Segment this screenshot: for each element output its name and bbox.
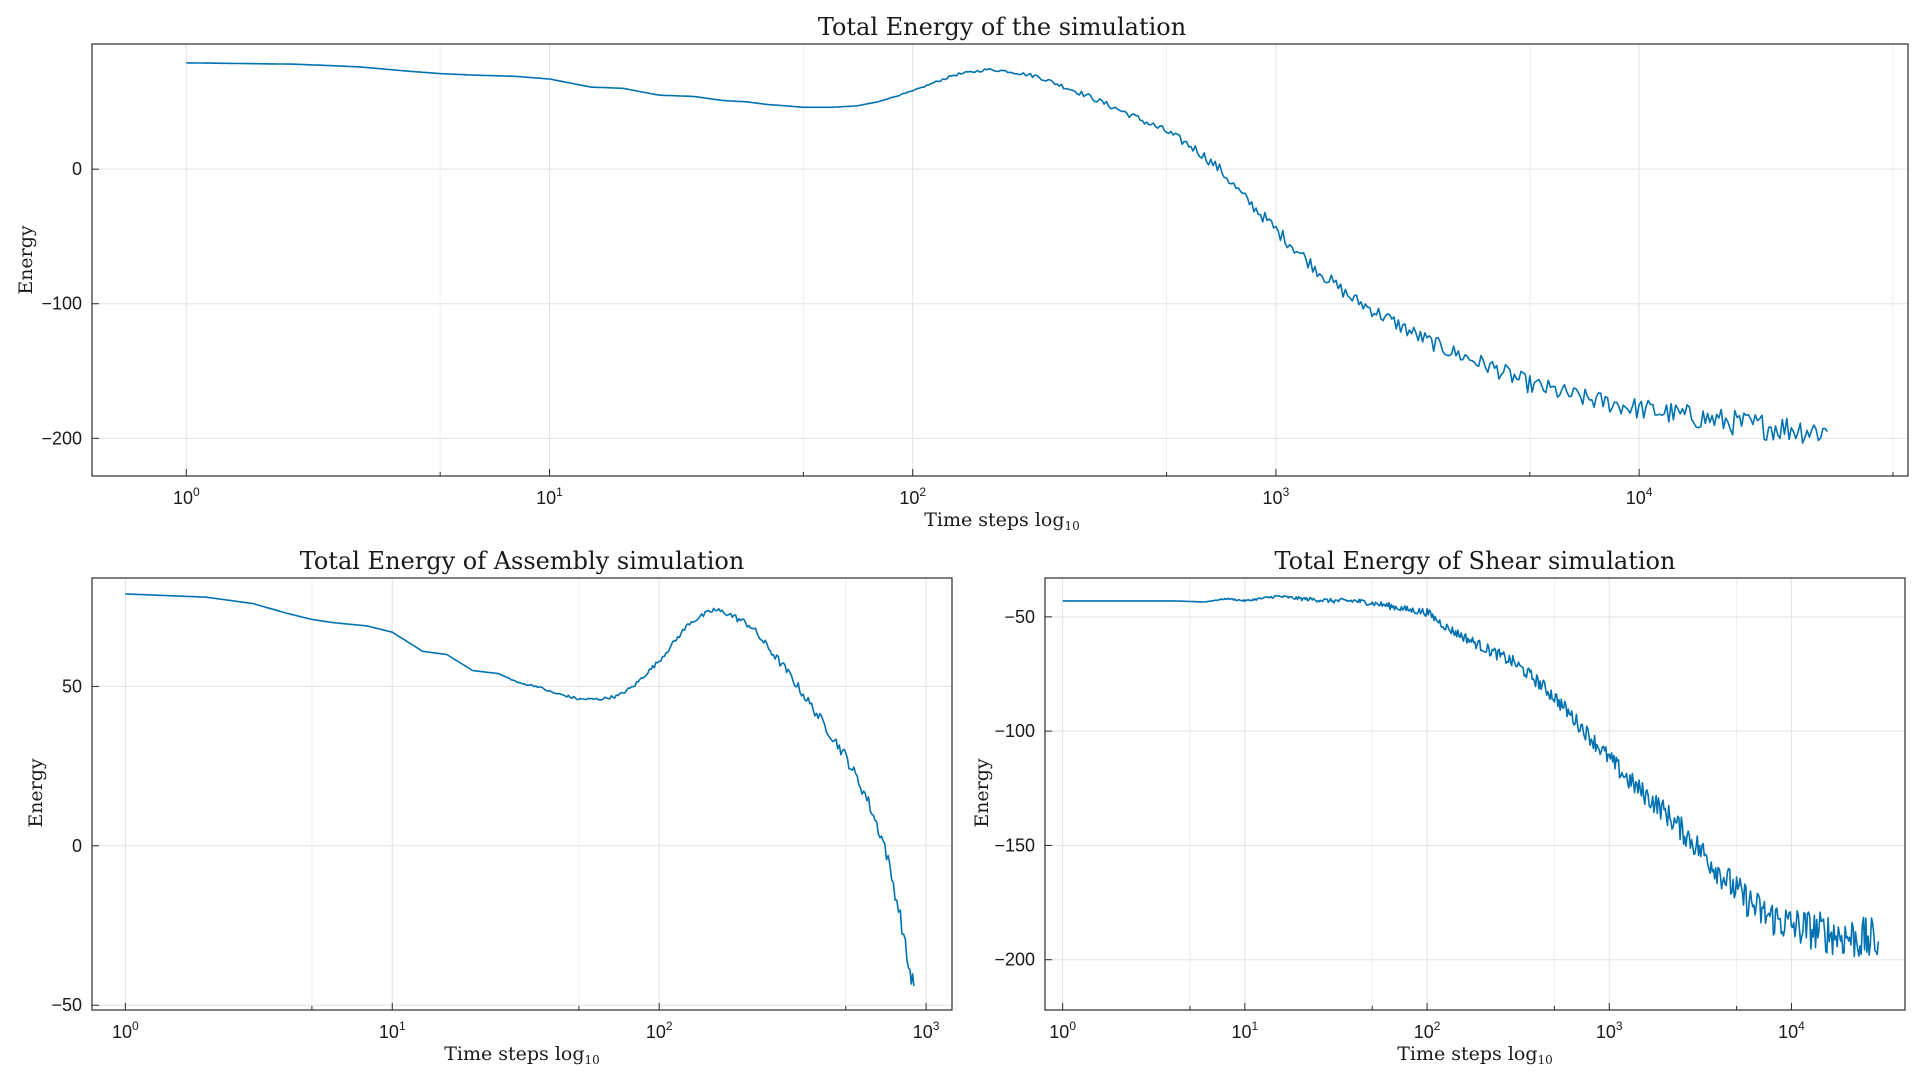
x-tick-label-base: 10 — [1263, 488, 1283, 508]
x-tick-label-exponent: 1 — [1252, 1019, 1259, 1033]
chart-title: Total Energy of Assembly simulation — [300, 547, 745, 575]
x-tick-label-base: 10 — [112, 1022, 132, 1042]
y-axis-label: Energy — [15, 225, 37, 295]
x-tick-label-exponent: 3 — [1616, 1019, 1623, 1033]
grid — [92, 578, 952, 1010]
grid — [1045, 578, 1905, 1010]
series-line-energy — [186, 62, 1829, 444]
x-axis-label-subscript: 10 — [1538, 1053, 1553, 1067]
chart-title: Total Energy of Shear simulation — [1275, 547, 1676, 575]
x-tick-label: 103 — [1263, 485, 1290, 508]
y-tick-label: −50 — [1004, 607, 1035, 627]
x-axis-label-subscript: 10 — [585, 1053, 600, 1067]
x-tick-label-base: 10 — [646, 1022, 666, 1042]
series-line-energy — [1062, 594, 1880, 958]
x-axis-label-main: Time steps log — [1397, 1043, 1537, 1065]
x-tick-label-base: 10 — [1596, 1022, 1616, 1042]
y-tick-label: 50 — [62, 676, 82, 696]
x-tick-label-base: 10 — [899, 488, 919, 508]
x-tick-label: 102 — [646, 1019, 673, 1042]
panel-total-energy: Total Energy of the simulation Energy Ti… — [15, 13, 1909, 533]
x-tick-label: 101 — [379, 1019, 406, 1042]
x-tick-label: 100 — [112, 1019, 139, 1042]
x-axis-label-main: Time steps log — [444, 1043, 584, 1065]
x-tick-label-exponent: 2 — [666, 1019, 673, 1033]
x-tick-label-base: 10 — [913, 1022, 933, 1042]
y-tick-label: −50 — [51, 995, 82, 1015]
grid — [92, 44, 1908, 476]
x-tick-label-base: 10 — [1049, 1022, 1069, 1042]
y-axis-label: Energy — [25, 758, 47, 828]
x-tick-label: 100 — [173, 485, 200, 508]
x-tick-label-base: 10 — [1231, 1022, 1251, 1042]
y-tick-label: −150 — [994, 835, 1035, 855]
x-tick-label-base: 10 — [536, 488, 556, 508]
x-tick-label-exponent: 0 — [1069, 1019, 1076, 1033]
y-tick-label: −100 — [994, 721, 1035, 741]
plot-frame — [91, 43, 1909, 477]
series-line-energy — [125, 593, 915, 987]
x-tick-label-exponent: 3 — [1283, 485, 1290, 499]
x-tick-label: 104 — [1626, 485, 1653, 508]
x-tick-label-exponent: 1 — [556, 485, 563, 499]
x-axis-label: Time steps log10 — [924, 509, 1080, 533]
x-tick-label-exponent: 3 — [933, 1019, 940, 1033]
y-tick-label: 0 — [72, 836, 82, 856]
y-tick-label: 0 — [72, 159, 82, 179]
x-tick-label-base: 10 — [379, 1022, 399, 1042]
x-tick-label-base: 10 — [173, 488, 193, 508]
chart-title: Total Energy of the simulation — [818, 13, 1186, 41]
plot-frame — [91, 577, 953, 1011]
plot-frame — [1044, 577, 1906, 1011]
y-axis-label: Energy — [971, 758, 993, 828]
y-tick-label: −100 — [41, 294, 82, 314]
x-axis-label: Time steps log10 — [444, 1043, 600, 1067]
x-axis-label: Time steps log10 — [1397, 1043, 1553, 1067]
x-tick-label: 103 — [913, 1019, 940, 1042]
x-tick-label-base: 10 — [1778, 1022, 1798, 1042]
x-axis-label-subscript: 10 — [1065, 519, 1080, 533]
x-tick-label-exponent: 4 — [1798, 1019, 1805, 1033]
x-tick-label-exponent: 1 — [399, 1019, 406, 1033]
x-tick-label-base: 10 — [1414, 1022, 1434, 1042]
x-tick-label-exponent: 2 — [919, 485, 926, 499]
panel-assembly-energy: Total Energy of Assembly simulation Ener… — [25, 547, 953, 1067]
x-tick-label: 104 — [1778, 1019, 1805, 1042]
x-tick-label-exponent: 0 — [132, 1019, 139, 1033]
x-tick-label: 102 — [1414, 1019, 1441, 1042]
x-tick-label: 101 — [1231, 1019, 1258, 1042]
x-tick-label-exponent: 0 — [193, 485, 200, 499]
y-tick-label: −200 — [994, 950, 1035, 970]
x-tick-label: 101 — [536, 485, 563, 508]
x-tick-label: 102 — [899, 485, 926, 508]
y-tick-label: −200 — [41, 428, 82, 448]
x-axis-label-main: Time steps log — [924, 509, 1064, 531]
x-tick-label: 103 — [1596, 1019, 1623, 1042]
x-tick-label-base: 10 — [1626, 488, 1646, 508]
x-tick-label-exponent: 2 — [1434, 1019, 1441, 1033]
x-tick-label: 100 — [1049, 1019, 1076, 1042]
panel-shear-energy: Total Energy of Shear simulation Energy … — [971, 547, 1906, 1067]
x-tick-label-exponent: 4 — [1646, 485, 1653, 499]
